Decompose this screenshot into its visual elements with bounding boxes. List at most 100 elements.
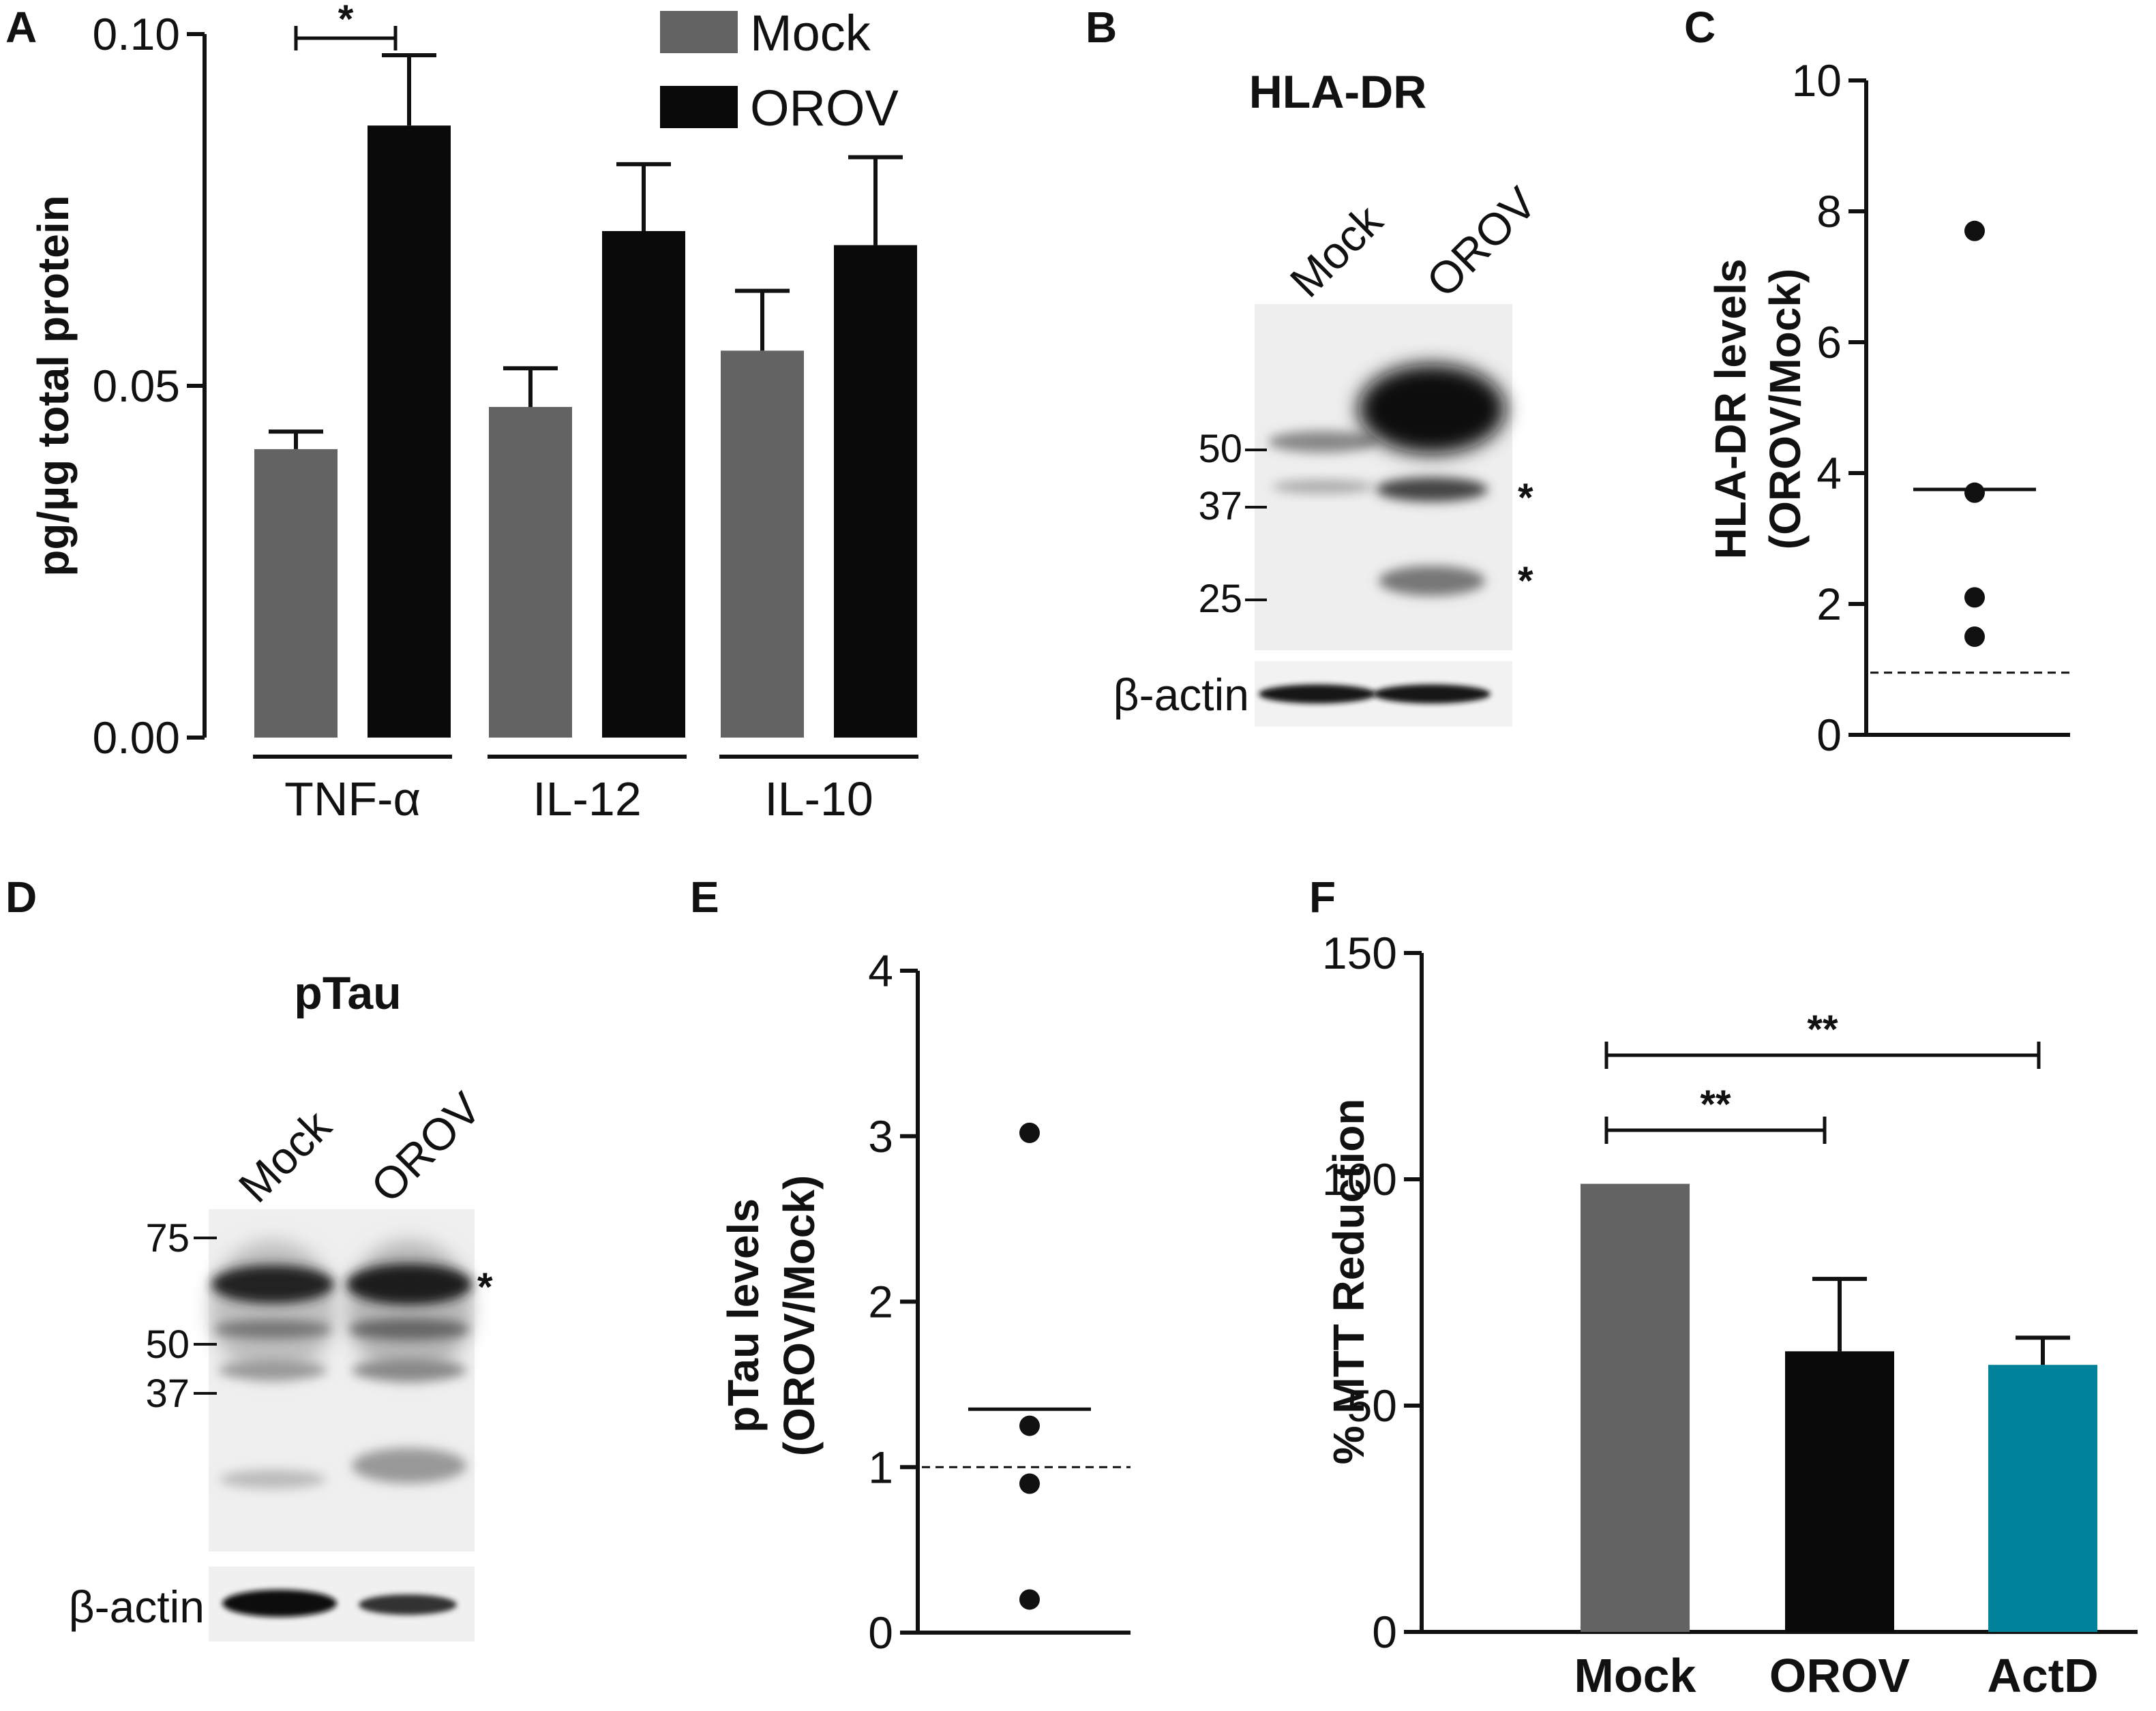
- panel-a-legend-swatch-orov: [660, 86, 738, 128]
- panel-f-category-label: ActD: [1987, 1649, 2098, 1702]
- panel-f-sig-star-orov: **: [1700, 1082, 1731, 1127]
- panel-f-bars: [1581, 1183, 2097, 1632]
- panel-c-y-tick-label: 10: [1792, 55, 1842, 106]
- panel-a-bars: [254, 52, 917, 738]
- panel-e: E pTau levels (OROV/Mock) 0 1 2 3 4: [690, 873, 1131, 1658]
- panel-a-category-label: IL-10: [764, 772, 873, 826]
- panel-d-loading-control: β-actin: [69, 1581, 205, 1632]
- panel-a-y-tick-label: 0.10: [93, 9, 180, 59]
- panel-c-marks: [1870, 220, 2070, 674]
- panel-b-blot-image: [1255, 304, 1512, 650]
- panel-b-band-orov-40: [1376, 477, 1488, 502]
- panel-c-y-axis-label-line2: (OROV/Mock): [1761, 269, 1810, 549]
- panel-a-legend: Mock OROV: [660, 5, 899, 136]
- panel-e-y-tick-label: 1: [868, 1442, 893, 1492]
- panel-d-actin-mock: [222, 1590, 337, 1617]
- panel-a-category-label: TNF-α: [284, 772, 421, 826]
- panel-a-significance: *: [294, 0, 398, 50]
- panel-b-actin-orov: [1373, 684, 1491, 703]
- panel-b-band-mock-37: [1272, 480, 1374, 494]
- panel-b-band-star-2: *: [1518, 559, 1533, 603]
- panel-b-bands: [1268, 364, 1506, 596]
- panel-d-band-orov-40: [352, 1359, 466, 1381]
- panel-e-y-tick-label: 0: [868, 1607, 893, 1658]
- panel-c-data-point: [1964, 587, 1985, 608]
- panel-c-data-point: [1964, 220, 1985, 241]
- panel-e-data-point: [1019, 1415, 1040, 1436]
- panel-a-bar-mock-0: [254, 449, 338, 738]
- panel-d-band-mock-main: [211, 1265, 334, 1303]
- panel-d-band-mock-low: [220, 1470, 326, 1489]
- panel-d-band-orov-main: [346, 1264, 472, 1305]
- panel-b-marker-25: 25: [1198, 577, 1242, 621]
- panel-f-letter: F: [1309, 873, 1336, 922]
- panel-d-marker-75: 75: [145, 1216, 190, 1260]
- panel-d-letter: D: [5, 873, 37, 922]
- panel-c: C HLA-DR levels (OROV/Mock) 0 2 4 6 8 10: [1684, 3, 2070, 760]
- panel-e-y-axis: 0 1 2 3 4: [868, 945, 1131, 1658]
- panel-f-category-label: OROV: [1769, 1649, 1910, 1702]
- panel-b-loading-control: β-actin: [1113, 669, 1249, 720]
- panel-f-significance: ** **: [1604, 1008, 2041, 1144]
- panel-e-marks: [922, 1122, 1131, 1610]
- panel-e-y-tick-label: 4: [868, 945, 893, 996]
- panel-d-band-mock-haze: [210, 1241, 335, 1377]
- panel-a-bar-orov-2: [834, 245, 917, 738]
- panel-a: A pg/µg total protein 0.00 0.05 0.10 TNF-α…: [5, 0, 918, 826]
- panel-a-category-label: IL-12: [533, 772, 642, 826]
- panel-f-bar-mock: [1581, 1183, 1690, 1632]
- panel-b-band-mock-50: [1268, 431, 1377, 453]
- panel-d-lane-mock: Mock: [229, 1100, 342, 1212]
- panel-b-title: HLA-DR: [1249, 66, 1427, 118]
- panel-f: F % MTT Reduction 0 50 100 150 Mock OROV ActD…: [1309, 873, 2138, 1702]
- panel-e-y-axis-label-line2: (OROV/Mock): [775, 1175, 824, 1456]
- panel-a-legend-swatch-mock: [660, 11, 738, 53]
- panel-f-category-label: Mock: [1574, 1649, 1696, 1702]
- panel-f-y-tick-label: 0: [1372, 1607, 1397, 1657]
- panel-d-lane-orov: OROV: [361, 1082, 491, 1212]
- panel-f-bar-orov: [1785, 1351, 1894, 1632]
- panel-f-bar-actd: [1988, 1365, 2097, 1632]
- panel-d-band-mock-55: [214, 1320, 331, 1339]
- panel-d-bands: [210, 1241, 472, 1489]
- panel-c-y-axis-label-line1: HLA-DR levels: [1706, 259, 1755, 560]
- panel-a-bar-orov-0: [368, 125, 451, 738]
- panel-a-y-axis-label: pg/µg total protein: [29, 195, 78, 576]
- panel-e-y-tick-label: 3: [868, 1111, 893, 1162]
- panel-d: D pTau Mock OROV β-actin 75 50 37: [5, 873, 493, 1641]
- panel-a-y-tick-label: 0.00: [93, 712, 180, 763]
- panel-d-marker-50: 50: [145, 1322, 190, 1367]
- panel-b-lane-orov: OROV: [1417, 177, 1546, 307]
- panel-a-bar-orov-1: [602, 230, 685, 738]
- panel-a-y-tick-label: 0.05: [93, 361, 180, 411]
- panel-d-band-orov-55: [349, 1318, 469, 1340]
- panel-f-y-axis: 0 50 100 150: [1322, 928, 2138, 1657]
- panel-f-y-axis-label: % MTT Reduction: [1324, 1099, 1373, 1465]
- panel-c-letter: C: [1684, 3, 1716, 52]
- panel-d-band-star: *: [477, 1265, 493, 1309]
- panel-b-band-orov-28: [1379, 566, 1485, 596]
- panel-f-categories: Mock OROV ActD: [1574, 1649, 2099, 1702]
- panel-c-y-tick-label: 4: [1816, 448, 1842, 498]
- panel-e-data-point: [1019, 1589, 1040, 1610]
- panel-f-y-tick-label: 100: [1322, 1154, 1397, 1205]
- panel-b-lane-mock: Mock: [1281, 194, 1393, 307]
- panel-e-y-axis-label-line1: pTau levels: [719, 1198, 768, 1433]
- panel-d-markers: 75 50 37: [145, 1216, 217, 1416]
- panel-a-legend-label-mock: Mock: [750, 5, 871, 61]
- panel-a-letter: A: [5, 3, 37, 52]
- panel-b-actin-mock: [1259, 684, 1376, 703]
- panel-a-bar-mock-2: [721, 350, 804, 738]
- panel-d-marker-37: 37: [145, 1372, 190, 1416]
- panel-b-markers: 50 37 25: [1198, 427, 1267, 621]
- panel-b-letter: B: [1086, 3, 1117, 52]
- panel-b-band-star-1: *: [1518, 476, 1533, 520]
- panel-b-band-orov-main: [1358, 364, 1506, 454]
- panel-b-marker-37: 37: [1198, 484, 1242, 528]
- panel-a-sig-star: *: [338, 0, 354, 42]
- panel-e-letter: E: [690, 873, 719, 922]
- panel-a-legend-label-orov: OROV: [750, 80, 899, 136]
- panel-c-y-tick-label: 0: [1816, 710, 1842, 760]
- panel-a-categories: TNF-α IL-12 IL-10: [253, 755, 918, 826]
